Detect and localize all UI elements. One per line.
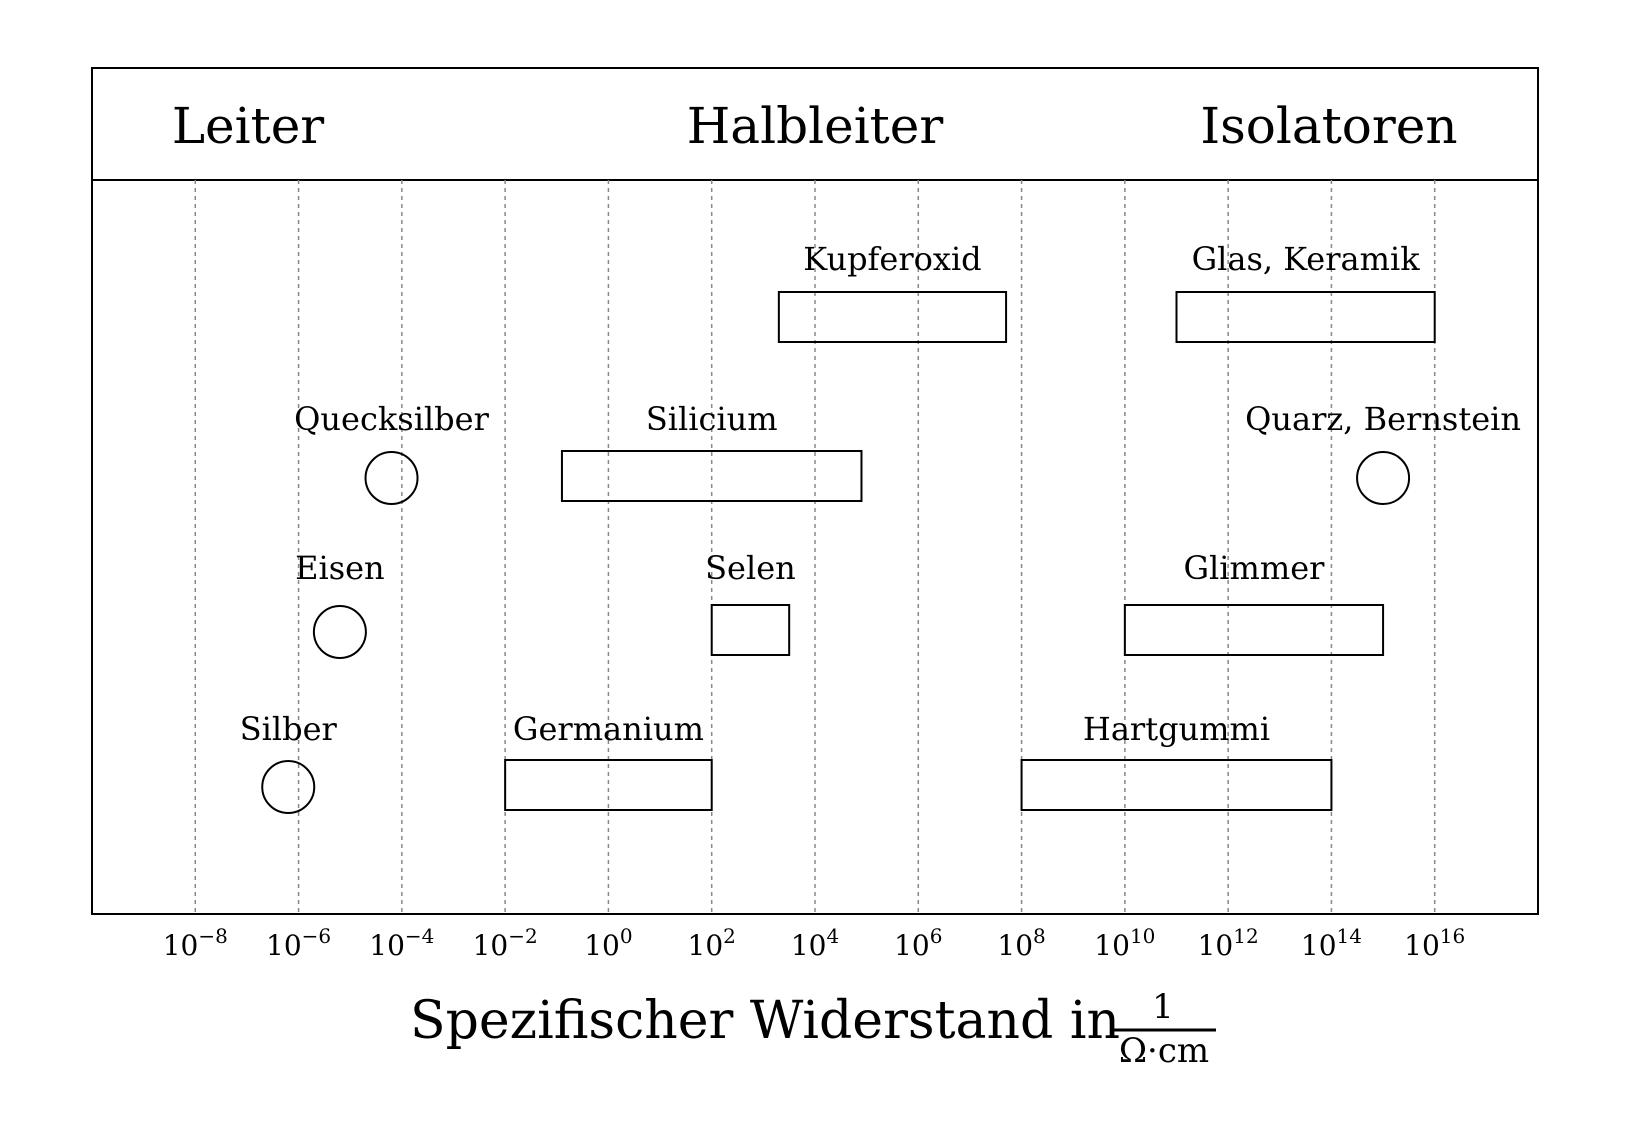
- tick-label: 10−6: [266, 924, 331, 962]
- tick-label: 102: [688, 924, 736, 962]
- point-marker-silber: [261, 760, 316, 814]
- x-axis-tick-labels: 10−8 10−6 10−4 10−2 100 102 104 106 108 1010 1012 1…: [163, 924, 1466, 962]
- category-label-leiter: Leiter: [172, 97, 324, 155]
- material-label-eisen: Eisen: [295, 549, 385, 587]
- x-axis-label-numerator: 1: [1152, 987, 1174, 1027]
- x-axis-label: Spezifischer Widerstand in 1 Ω·cm: [410, 987, 1216, 1071]
- material-label-germanium: Germanium: [513, 710, 704, 748]
- plot-border: [91, 67, 1539, 915]
- x-axis-label-text: Spezifischer Widerstand in: [410, 991, 1120, 1051]
- tick-label: 1012: [1198, 924, 1259, 962]
- material-label-glas-keramik: Glas, Keramik: [1192, 240, 1421, 278]
- tick-label: 104: [791, 924, 839, 962]
- range-bar-selen: [710, 604, 791, 656]
- material-label-silber: Silber: [240, 710, 338, 748]
- tick-label: 10−4: [369, 924, 434, 962]
- range-bar-glimmer: [1123, 604, 1385, 656]
- tick-label: 1014: [1301, 924, 1362, 962]
- material-label-quarz-bernstein: Quarz, Bernstein: [1245, 400, 1521, 438]
- tick-label: 108: [997, 924, 1045, 962]
- tick-label: 1016: [1404, 924, 1465, 962]
- range-bar-glas-keramik: [1175, 291, 1436, 343]
- category-header: Leiter Halbleiter Isolatoren: [172, 97, 1458, 155]
- x-axis-label-denominator: Ω·cm: [1119, 1031, 1209, 1071]
- range-bar-hartgummi: [1020, 759, 1333, 811]
- material-label-selen: Selen: [705, 549, 796, 587]
- category-label-halbleiter: Halbleiter: [687, 97, 944, 155]
- material-label-hartgummi: Hartgummi: [1083, 710, 1270, 748]
- vertical-gridlines: [194, 180, 1436, 914]
- range-bar-germanium: [504, 759, 713, 811]
- range-bar-silicium: [560, 450, 863, 502]
- tick-label: 106: [894, 924, 942, 962]
- tick-label: 1010: [1094, 924, 1155, 962]
- point-marker-quarz-bernstein: [1356, 451, 1411, 505]
- material-label-silicium: Silicium: [646, 400, 778, 438]
- tick-label: 100: [584, 924, 632, 962]
- range-bar-kupferoxid: [777, 291, 1008, 343]
- tick-label: 10−2: [473, 924, 538, 962]
- tick-label: 10−8: [163, 924, 228, 962]
- material-label-glimmer: Glimmer: [1183, 549, 1325, 587]
- point-marker-eisen: [312, 605, 367, 659]
- material-label-quecksilber: Quecksilber: [294, 400, 489, 438]
- material-marks: Kupferoxid Glas, Keramik Quecksilber Silici…: [240, 240, 1521, 814]
- chart-frame: [91, 67, 1539, 915]
- material-label-kupferoxid: Kupferoxid: [803, 240, 981, 278]
- point-marker-quecksilber: [364, 451, 419, 505]
- category-label-isolatoren: Isolatoren: [1200, 97, 1457, 155]
